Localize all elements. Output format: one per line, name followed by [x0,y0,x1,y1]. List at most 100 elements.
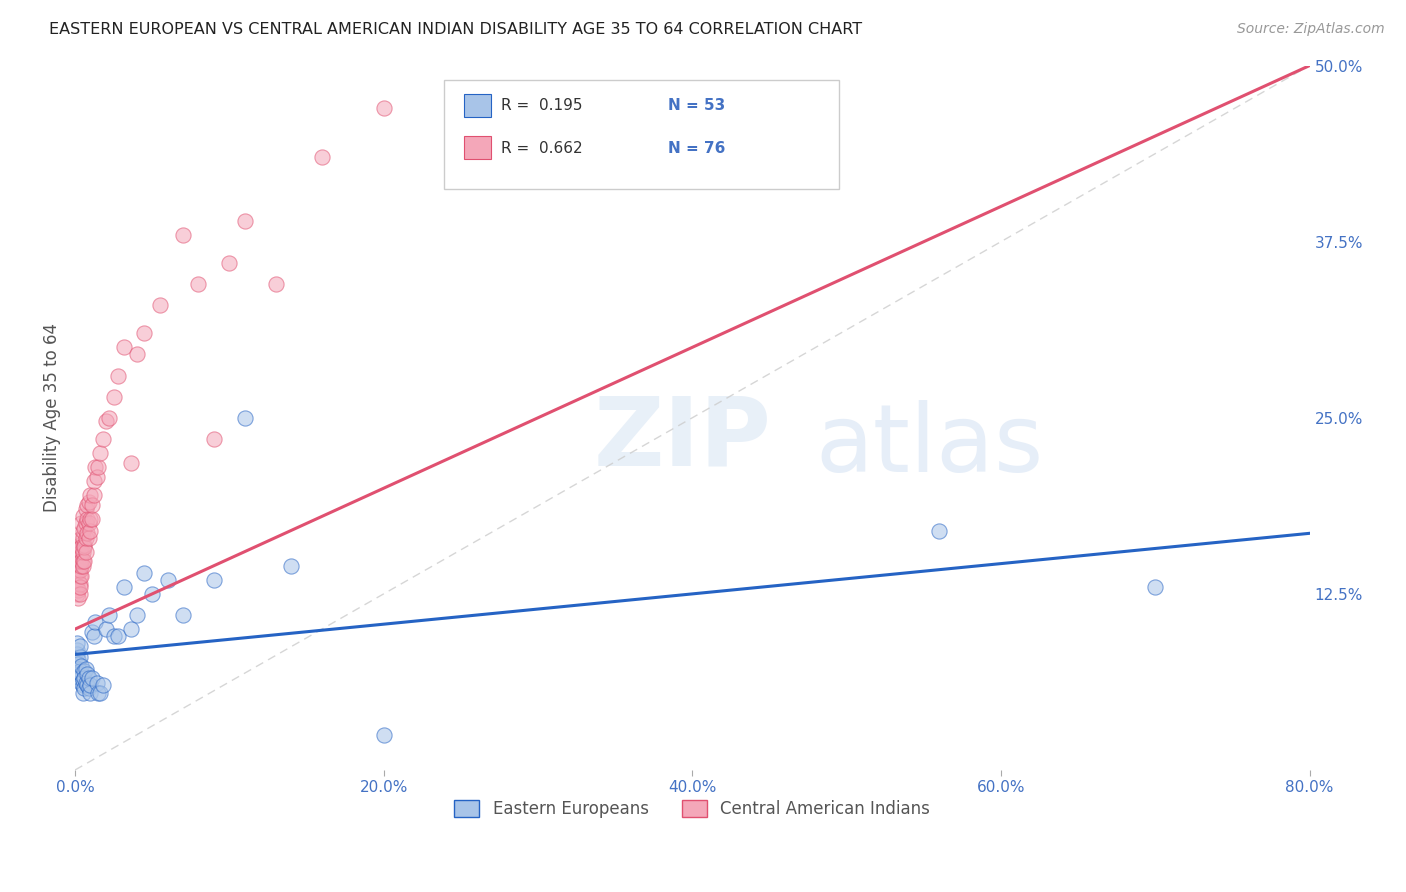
Point [70,544,93,558]
Point [280,558,302,573]
Point [86,675,108,690]
Point [67,582,90,597]
Point [72,685,94,699]
Point [84,460,107,475]
Point [72,524,94,538]
Point [79,512,101,526]
Point [89,685,111,699]
Point [73,541,96,555]
Point [65,648,87,662]
Point [67,544,90,558]
Point [94,622,117,636]
Point [112,340,135,354]
Y-axis label: Disability Age 35 to 64: Disability Age 35 to 64 [44,323,60,512]
Point [70,541,93,555]
Text: R =  0.662: R = 0.662 [501,141,582,155]
Point [77,681,100,696]
Point [69,568,91,582]
Point [76,678,98,692]
Point [80,672,103,686]
Point [69,563,91,577]
Point [73,665,96,679]
Point [69,544,91,558]
Point [70,516,93,531]
Point [65,643,87,657]
Point [69,650,91,665]
Point [87,460,110,475]
Point [70,658,93,673]
Point [83,488,105,502]
Text: atlas: atlas [815,400,1045,492]
Point [76,667,98,681]
Point [72,531,94,545]
Point [107,629,129,643]
Point [233,213,256,227]
Point [70,558,93,573]
Point [103,629,125,643]
Point [70,667,93,681]
Point [91,432,114,446]
Point [65,566,87,580]
Point [79,524,101,538]
Point [187,277,209,291]
Point [107,368,129,383]
Point [67,563,90,577]
Point [928,524,950,538]
Text: Source: ZipAtlas.com: Source: ZipAtlas.com [1237,22,1385,37]
Point [84,615,107,629]
FancyBboxPatch shape [444,79,839,189]
Point [373,728,395,742]
Point [141,587,163,601]
Point [202,432,225,446]
Point [80,512,103,526]
Legend: Eastern Europeans, Central American Indians: Eastern Europeans, Central American Indi… [447,794,936,825]
Point [70,531,93,545]
Point [76,512,98,526]
Point [91,678,114,692]
Point [79,488,101,502]
Point [125,607,148,622]
Point [75,531,97,545]
Point [75,662,97,676]
Point [75,516,97,531]
Point [87,685,110,699]
Point [72,678,94,692]
Point [120,456,142,470]
Point [72,509,94,524]
Point [65,636,87,650]
Point [97,607,120,622]
Point [70,554,93,568]
Point [72,673,94,687]
Point [65,558,87,573]
Point [156,573,179,587]
Point [172,227,194,242]
Point [76,498,98,512]
Point [67,554,90,568]
Point [80,624,103,639]
Point [73,521,96,535]
Point [125,347,148,361]
Point [69,558,91,573]
Point [67,662,90,676]
Point [75,544,97,558]
Bar [464,94,491,117]
Point [69,587,91,601]
Text: R =  0.195: R = 0.195 [501,98,582,113]
Point [77,531,100,545]
Point [233,410,256,425]
Point [79,685,101,699]
Point [94,414,117,428]
Point [373,101,395,115]
Bar [464,136,491,160]
Point [97,410,120,425]
Point [67,591,90,606]
Point [77,672,100,686]
Point [65,580,87,594]
Point [72,544,94,558]
Point [264,277,287,291]
Point [69,672,91,686]
Point [67,573,90,587]
Point [65,587,87,601]
Point [120,622,142,636]
Point [80,498,103,512]
